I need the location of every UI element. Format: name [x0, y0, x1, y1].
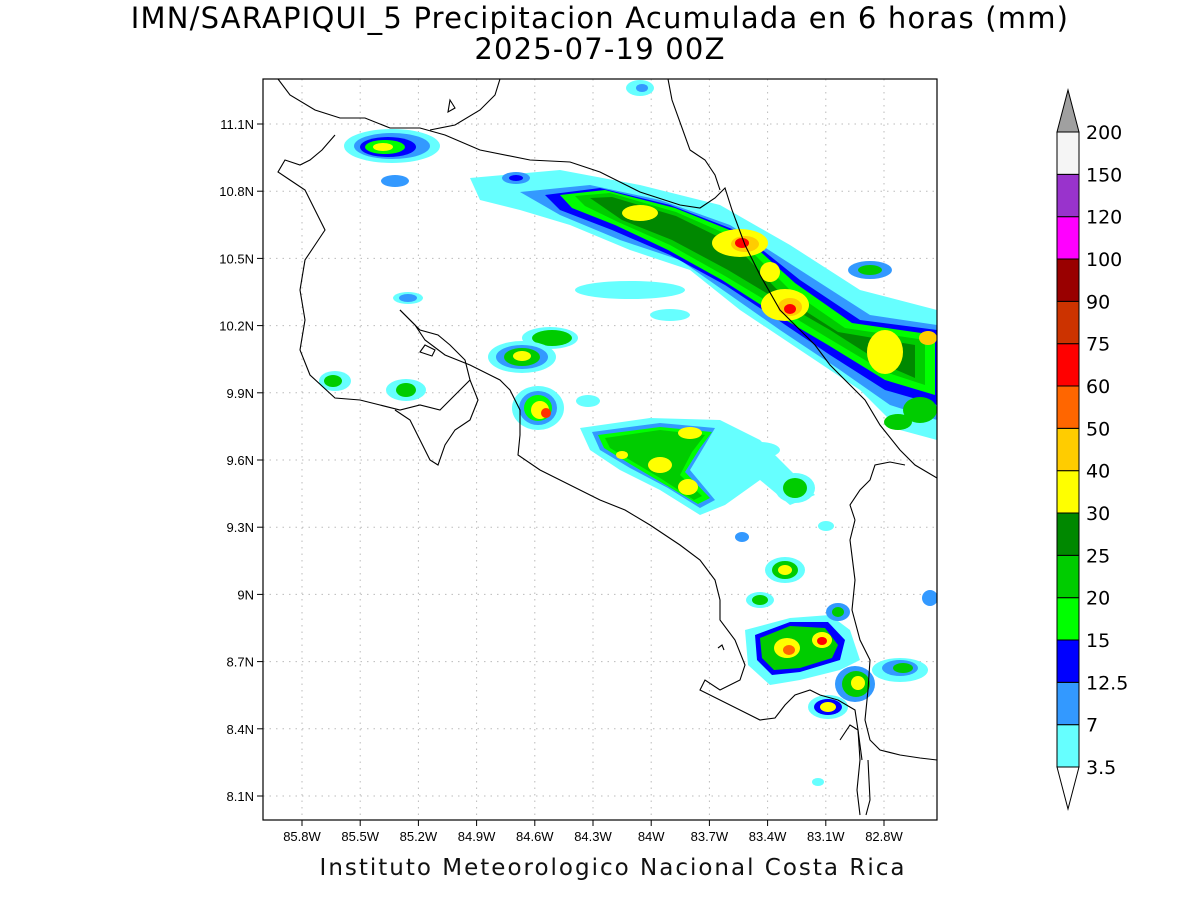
lat-tick-label: 10.8N — [219, 184, 254, 199]
lat-tick-label: 10.5N — [219, 251, 254, 266]
precipitation-field — [319, 80, 937, 786]
colorbar-label: 90 — [1086, 291, 1110, 313]
lat-tick-label: 9.6N — [227, 453, 254, 468]
colorbar-segment — [1056, 470, 1080, 514]
footer-credit: Instituto Meteorologico Nacional Costa R… — [319, 855, 907, 881]
colorbar-segment — [1056, 724, 1080, 768]
lat-tick-label: 8.4N — [227, 722, 254, 737]
colorbar-segment — [1056, 300, 1080, 345]
lat-tick-label: 8.7N — [227, 655, 254, 670]
lat-tick-label: 9.3N — [227, 520, 254, 535]
longitude-axis: 85.8W 85.5W 85.2W 84.9W 84.6W 84.3W 84W 83.7W 83… — [283, 820, 904, 844]
colorbar-label: 25 — [1086, 545, 1110, 567]
colorbar-segment — [1056, 173, 1080, 218]
coastlines — [277, 79, 937, 816]
colorbar-label: 40 — [1086, 461, 1110, 483]
latitude-axis: 11.1N 10.8N 10.5N 10.2N 9.9N 9.6N 9.3N 9N 8.7N 8.… — [219, 117, 263, 804]
lat-tick-label: 8.1N — [227, 789, 254, 804]
lon-tick-label: 85.2W — [400, 829, 438, 844]
lon-tick-label: 83.4W — [749, 829, 787, 844]
colorbar: 3.5 7 12.5 15 20 25 30 40 50 60 75 90 100 120 150 200 — [1056, 88, 1128, 811]
colorbar-under-triangle — [1056, 766, 1080, 811]
colorbar-label: 30 — [1086, 503, 1110, 525]
lat-tick-label: 9.9N — [227, 386, 254, 401]
colorbar-segment — [1056, 343, 1080, 387]
colorbar-label: 200 — [1086, 122, 1122, 144]
lon-tick-label: 83.7W — [691, 829, 729, 844]
lon-tick-label: 85.5W — [341, 829, 379, 844]
colorbar-label: 7 — [1086, 715, 1098, 737]
lon-tick-label: 84.9W — [458, 829, 496, 844]
colorbar-label: 3.5 — [1086, 757, 1116, 779]
colorbar-over-triangle — [1056, 88, 1080, 133]
colorbar-label: 60 — [1086, 376, 1110, 398]
lon-tick-label: 84W — [638, 829, 665, 844]
colorbar-segment — [1056, 597, 1080, 641]
colorbar-label: 50 — [1086, 418, 1110, 440]
lon-tick-label: 85.8W — [283, 829, 321, 844]
colorbar-segment — [1056, 554, 1080, 599]
lat-tick-label: 10.2N — [219, 319, 254, 334]
colorbar-label: 12.5 — [1086, 672, 1128, 694]
map-date: 2025-07-19 00Z — [474, 32, 726, 66]
map-frame — [262, 78, 938, 821]
colorbar-label: 100 — [1086, 249, 1122, 271]
lat-tick-label: 11.1N — [220, 117, 254, 132]
lon-tick-label: 82.8W — [865, 829, 903, 844]
colorbar-label: 150 — [1086, 164, 1122, 186]
colorbar-segment — [1056, 258, 1080, 302]
map-title: IMN/SARAPIQUI_5 Precipitacion Acumulada … — [130, 1, 1070, 35]
colorbar-label: 120 — [1086, 207, 1122, 229]
colorbar-label: 20 — [1086, 588, 1110, 610]
lon-tick-label: 84.3W — [574, 829, 612, 844]
lat-tick-label: 9N — [237, 587, 254, 602]
colorbar-segment — [1056, 131, 1080, 175]
colorbar-segment — [1056, 639, 1080, 683]
lon-tick-label: 84.6W — [516, 829, 554, 844]
colorbar-label: 75 — [1086, 334, 1110, 356]
colorbar-segment — [1056, 512, 1080, 556]
colorbar-segment — [1056, 216, 1080, 260]
colorbar-segment — [1056, 385, 1080, 429]
colorbar-segment — [1056, 427, 1080, 472]
colorbar-label: 15 — [1086, 630, 1110, 652]
colorbar-segment — [1056, 681, 1080, 726]
lon-tick-label: 83.1W — [807, 829, 845, 844]
